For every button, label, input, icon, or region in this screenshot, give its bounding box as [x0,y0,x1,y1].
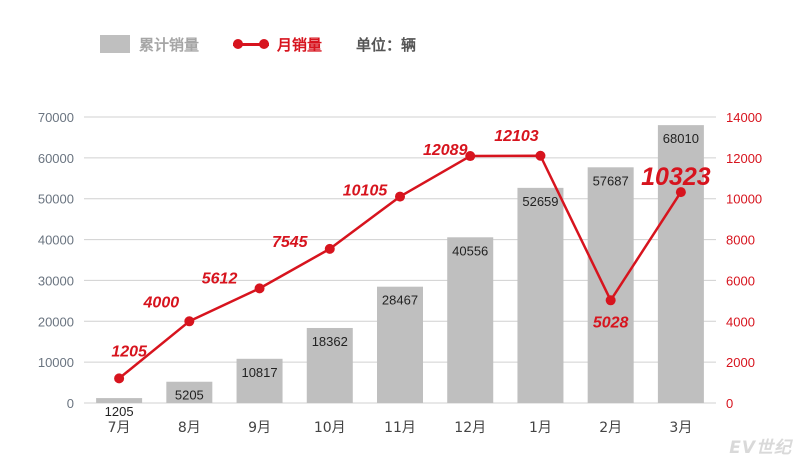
line-point [184,316,195,327]
line-value-label: 10323 [641,163,711,191]
x-tick-label: 10月 [314,420,346,436]
legend-item-monthly: 月销量 [233,34,322,55]
y-left-tick-label: 0 [67,396,74,411]
line-point [535,150,546,161]
bar [657,125,704,404]
y-right-tick-label: 10000 [726,192,762,207]
bar-value-label: 40556 [452,243,488,258]
x-tick-label: 8月 [178,420,201,436]
bar-value-label: 1205 [105,404,134,419]
line-point [675,187,686,198]
y-right-tick-label: 14000 [726,110,762,125]
y-left-tick-label: 60000 [38,151,74,166]
x-tick-label: 11月 [384,420,416,436]
line-point [114,373,125,384]
x-tick-label: 1月 [529,420,552,436]
bar-value-label: 28467 [382,293,418,308]
line-point [324,243,335,254]
y-left-tick-label: 20000 [38,314,74,329]
y-right-tick-label: 8000 [726,233,755,248]
y-right-tick-label: 2000 [726,355,755,370]
line-value-label: 4000 [143,294,180,311]
bar-value-label: 68010 [663,131,699,146]
y-right-tick-label: 0 [726,396,733,411]
y-right-tick-label: 6000 [726,273,755,288]
y-right-tick-label: 12000 [726,151,762,166]
bar [96,398,143,403]
watermark-logo: EV世纪 [729,438,792,458]
legend-unit: 单位：辆 [356,34,416,55]
y-left-tick-label: 30000 [38,273,74,288]
y-left-tick-label: 50000 [38,192,74,207]
y-left-tick-label: 10000 [38,355,74,370]
legend-line-swatch [233,37,270,51]
bar [306,327,353,403]
bar-value-label: 18362 [312,334,348,349]
y-left-tick-label: 70000 [38,110,74,125]
bar-value-label: 57687 [593,173,629,188]
legend-cumulative-label: 累计销量 [139,35,200,54]
line-value-label: 12103 [494,128,539,145]
chart-legend: 累计销量 月销量 单位：辆 [100,32,450,56]
line-point [395,191,405,202]
line-point [254,283,265,294]
x-tick-label: 9月 [248,420,271,436]
bar [236,358,283,403]
legend-item-cumulative: 累计销量 [100,34,199,55]
line-point [465,151,476,162]
x-tick-label: 7月 [108,420,131,436]
x-tick-label: 3月 [669,420,692,436]
line-value-label: 1205 [111,343,148,360]
legend-bar-swatch [100,35,130,53]
line-value-label: 5612 [202,270,238,287]
bar-value-label: 5205 [175,388,204,403]
bar [377,286,423,403]
line-value-label: 5028 [593,314,629,331]
bar [587,167,634,403]
bar [517,187,564,403]
line-value-label: 10105 [343,183,389,200]
bar [447,237,494,403]
bar [166,381,213,403]
y-right-tick-label: 4000 [726,314,755,329]
x-tick-label: 2月 [599,420,622,436]
line-value-label: 12089 [423,142,468,159]
line-value-label: 7545 [272,234,309,251]
x-tick-label: 12月 [454,420,486,436]
unit-label: 单位：辆 [356,35,417,54]
bar-value-label: 52659 [522,194,558,209]
legend-monthly-label: 月销量 [277,35,323,54]
line-point [605,295,616,306]
bar-value-label: 10817 [241,365,277,380]
y-left-tick-label: 40000 [38,233,74,248]
